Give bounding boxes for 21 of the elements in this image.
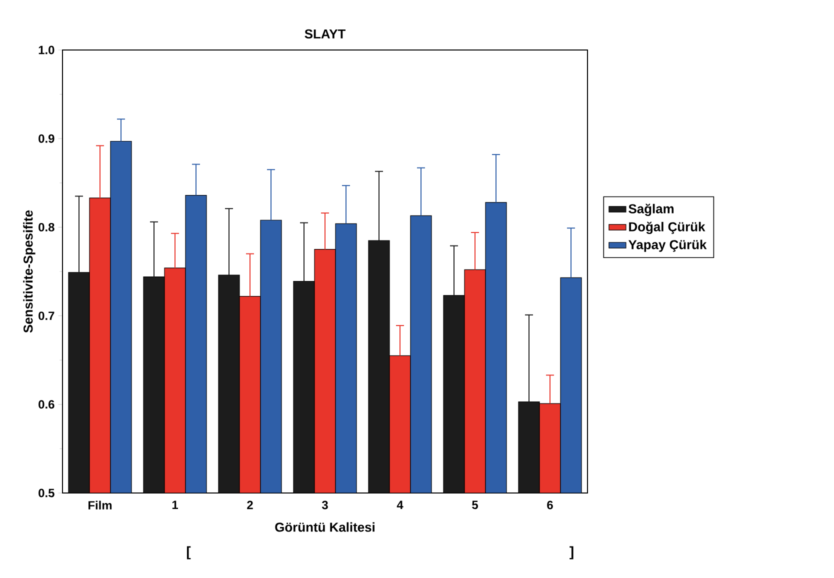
y-tick-label: 0.6 [38, 400, 54, 409]
x-tick-label: 1 [172, 500, 178, 509]
y-axis-title: Sensitivite-Spesifite [23, 210, 36, 333]
y-tick-label: 0.5 [38, 488, 54, 498]
x-tick-label: 6 [547, 500, 553, 510]
y-tick-label: 0.8 [38, 222, 54, 232]
y-tick-label: 1.0 [38, 46, 54, 54]
x-tick-label: 3 [322, 500, 328, 510]
text: [ [186, 546, 191, 560]
y-tick-label: 0.9 [38, 134, 54, 143]
legend-label: Doğal Çürük [629, 222, 706, 234]
x-tick-label: 2 [247, 500, 253, 510]
x-axis-title: Görüntü Kalitesi [275, 522, 374, 532]
x-tick-label: 4 [396, 500, 404, 509]
x-tick-label: 5 [472, 500, 478, 510]
legend-label: Yapay Çürük [628, 240, 707, 252]
legend-label: Sağlam [628, 204, 674, 216]
chart-title: SLAYT [304, 29, 346, 38]
x-tick-label: Film [88, 500, 112, 510]
y-tick-label: 0.7 [38, 312, 54, 320]
text: ] [570, 546, 574, 560]
